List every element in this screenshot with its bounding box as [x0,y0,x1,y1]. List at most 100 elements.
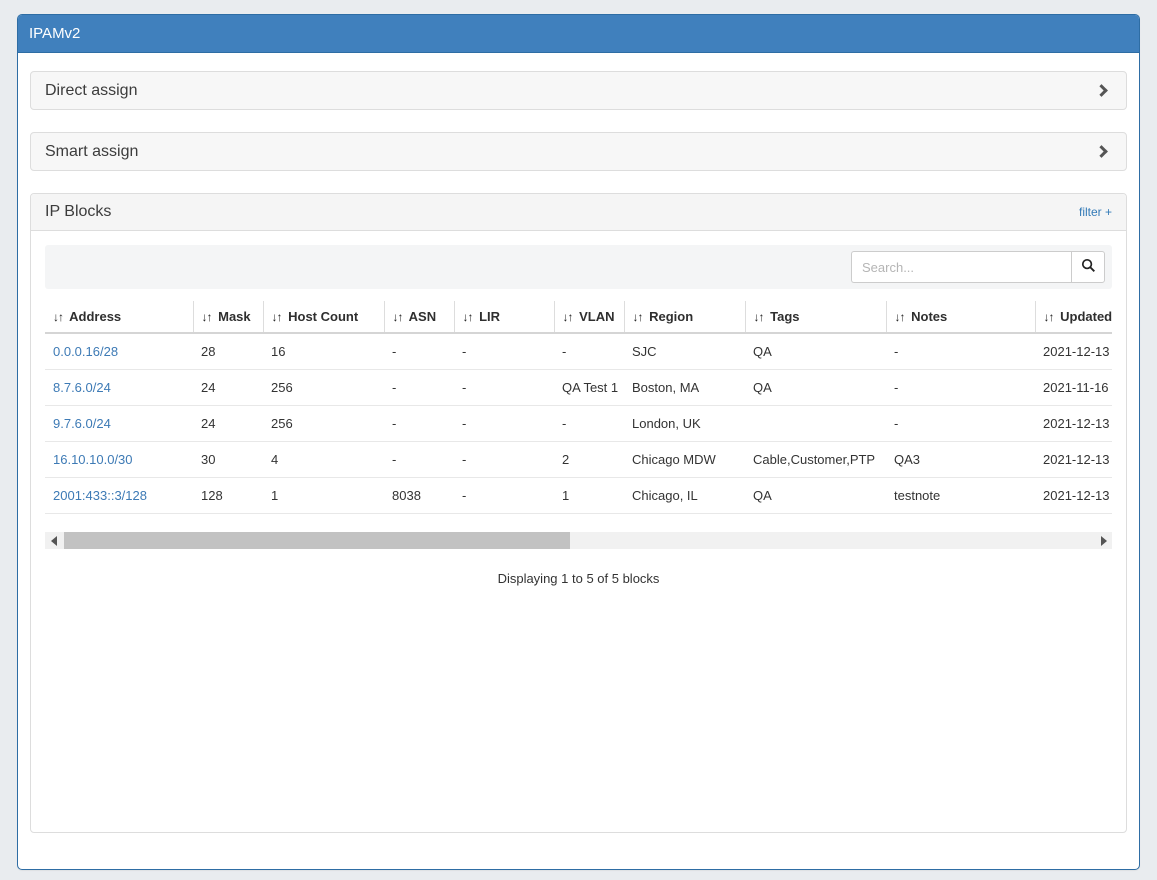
table-row: 2001:433::3/12812818038-1Chicago, ILQAte… [45,478,1112,514]
cell-tags: Cable,Customer,PTP [745,442,886,478]
cell-region: Chicago, IL [624,478,745,514]
column-header-address[interactable]: ↓↑ Address [45,301,193,333]
sort-icon: ↓↑ [463,310,473,324]
table-status: Displaying 1 to 5 of 5 blocks [45,571,1112,586]
table-header-row: ↓↑ Address↓↑ Mask↓↑ Host Count↓↑ ASN↓↑ L… [45,301,1112,333]
ip-blocks-body: ↓↑ Address↓↑ Mask↓↑ Host Count↓↑ ASN↓↑ L… [31,231,1126,586]
column-header-notes[interactable]: ↓↑ Notes [886,301,1035,333]
address-link[interactable]: 8.7.6.0/24 [53,380,111,395]
cell-address: 2001:433::3/128 [45,478,193,514]
cell-region: Chicago MDW [624,442,745,478]
cell-asn: 8038 [384,478,454,514]
cell-tags: QA [745,478,886,514]
ip-blocks-title: IP Blocks [45,203,111,221]
sort-icon: ↓↑ [202,310,212,324]
search-button[interactable] [1071,251,1105,283]
smart-assign-panel[interactable]: Smart assign [30,132,1127,171]
ipam-app-panel: IPAMv2 Direct assign Smart assign IP Blo… [17,14,1140,870]
cell-mask: 128 [193,478,263,514]
cell-mask: 24 [193,370,263,406]
triangle-right-icon [1101,536,1107,546]
column-header-tags[interactable]: ↓↑ Tags [745,301,886,333]
cell-host_count: 1 [263,478,384,514]
cell-lir: - [454,333,554,370]
cell-lir: - [454,406,554,442]
cell-notes: - [886,406,1035,442]
cell-host_count: 4 [263,442,384,478]
cell-tags: QA [745,370,886,406]
cell-tags: QA [745,333,886,370]
cell-updated: 2021-12-13 [1035,442,1112,478]
cell-address: 8.7.6.0/24 [45,370,193,406]
cell-vlan: - [554,333,624,370]
table-toolbar [45,245,1112,289]
cell-asn: - [384,333,454,370]
cell-notes: - [886,333,1035,370]
cell-vlan: - [554,406,624,442]
cell-updated: 2021-12-13 [1035,406,1112,442]
app-body: Direct assign Smart assign IP Blocks fil… [18,53,1139,863]
cell-region: SJC [624,333,745,370]
column-header-asn[interactable]: ↓↑ ASN [384,301,454,333]
column-header-updated[interactable]: ↓↑ Updated [1035,301,1112,333]
cell-address: 9.7.6.0/24 [45,406,193,442]
scroll-right-button[interactable] [1095,532,1112,549]
cell-mask: 30 [193,442,263,478]
search-input[interactable] [851,251,1071,283]
direct-assign-title: Direct assign [45,82,137,100]
sort-icon: ↓↑ [895,310,905,324]
address-link[interactable]: 0.0.0.16/28 [53,344,118,359]
scrollbar-thumb[interactable] [64,532,570,549]
cell-mask: 28 [193,333,263,370]
sort-icon: ↓↑ [393,310,403,324]
magnifier-icon [1081,258,1096,276]
chevron-right-icon [1095,84,1108,97]
cell-region: London, UK [624,406,745,442]
cell-updated: 2021-11-16 [1035,370,1112,406]
cell-notes: - [886,370,1035,406]
column-header-host_count[interactable]: ↓↑ Host Count [263,301,384,333]
direct-assign-panel[interactable]: Direct assign [30,71,1127,110]
cell-lir: - [454,478,554,514]
sort-icon: ↓↑ [563,310,573,324]
cell-host_count: 16 [263,333,384,370]
address-link[interactable]: 9.7.6.0/24 [53,416,111,431]
app-title-bar: IPAMv2 [18,15,1139,53]
cell-tags [745,406,886,442]
address-link[interactable]: 16.10.10.0/30 [53,452,133,467]
address-link[interactable]: 2001:433::3/128 [53,488,147,503]
cell-vlan: 2 [554,442,624,478]
app-title: IPAMv2 [29,25,80,42]
smart-assign-title: Smart assign [45,143,138,161]
scrollbar-track[interactable] [62,532,1095,549]
cell-notes: QA3 [886,442,1035,478]
cell-updated: 2021-12-13 [1035,478,1112,514]
table-row: 9.7.6.0/2424256---London, UK-2021-12-13 [45,406,1112,442]
cell-asn: - [384,406,454,442]
horizontal-scrollbar[interactable] [45,532,1112,549]
ip-blocks-heading: IP Blocks filter + [31,194,1126,231]
cell-asn: - [384,370,454,406]
column-header-mask[interactable]: ↓↑ Mask [193,301,263,333]
column-header-vlan[interactable]: ↓↑ VLAN [554,301,624,333]
cell-address: 16.10.10.0/30 [45,442,193,478]
ip-blocks-table: ↓↑ Address↓↑ Mask↓↑ Host Count↓↑ ASN↓↑ L… [45,301,1112,514]
sort-icon: ↓↑ [1044,310,1054,324]
table-body: 0.0.0.16/282816---SJCQA-2021-12-138.7.6.… [45,333,1112,514]
column-header-region[interactable]: ↓↑ Region [624,301,745,333]
table-row: 0.0.0.16/282816---SJCQA-2021-12-13 [45,333,1112,370]
filter-toggle-link[interactable]: filter + [1079,205,1112,219]
cell-notes: testnote [886,478,1035,514]
search-group [851,251,1105,283]
ip-blocks-panel: IP Blocks filter + [30,193,1127,833]
cell-host_count: 256 [263,370,384,406]
cell-asn: - [384,442,454,478]
sort-icon: ↓↑ [272,310,282,324]
cell-lir: - [454,442,554,478]
cell-lir: - [454,370,554,406]
cell-vlan: QA Test 1 [554,370,624,406]
column-header-lir[interactable]: ↓↑ LIR [454,301,554,333]
triangle-left-icon [51,536,57,546]
scroll-left-button[interactable] [45,532,62,549]
chevron-right-icon [1095,145,1108,158]
